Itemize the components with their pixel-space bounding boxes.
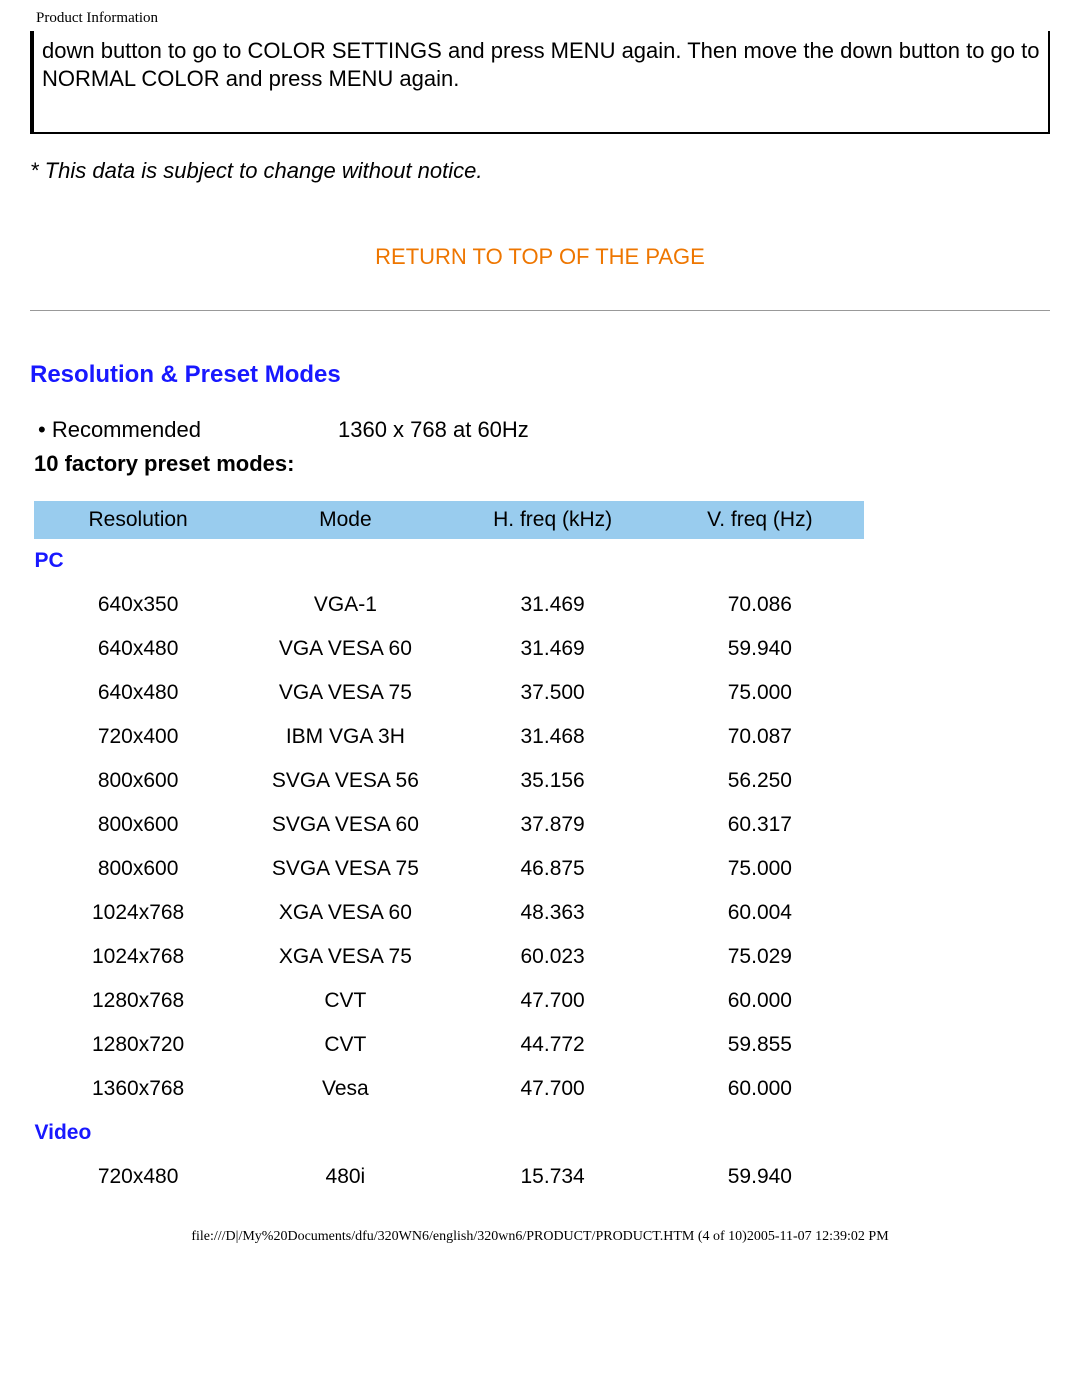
section-title: Resolution & Preset Modes [30,361,1050,389]
table-cell: SVGA VESA 56 [242,759,449,803]
table-cell: 640x480 [35,627,242,671]
table-row: 1360x768Vesa47.70060.000 [35,1067,864,1111]
table-category-label: PC [35,539,864,584]
table-header: Resolution Mode H. freq (kHz) V. freq (H… [35,502,864,539]
table-cell: 59.855 [656,1023,863,1067]
table-cell: 59.940 [656,1155,863,1199]
table-cell: IBM VGA 3H [242,715,449,759]
table-cell: 47.700 [449,979,656,1023]
col-vfreq: V. freq (Hz) [656,502,863,539]
table-row: 1024x768XGA VESA 6048.36360.004 [35,891,864,935]
preset-modes-table: Resolution Mode H. freq (kHz) V. freq (H… [34,501,864,1199]
page-header-label: Product Information [36,10,1050,27]
table-cell: 60.004 [656,891,863,935]
table-cell: 37.500 [449,671,656,715]
table-cell: 75.000 [656,847,863,891]
table-row: 1024x768XGA VESA 7560.02375.029 [35,935,864,979]
table-cell: 75.029 [656,935,863,979]
table-row: 800x600SVGA VESA 6037.87960.317 [35,803,864,847]
preset-modes-label: 10 factory preset modes: [30,451,1050,477]
divider [30,310,1050,311]
table-cell: VGA VESA 75 [242,671,449,715]
table-cell: 60.023 [449,935,656,979]
table-cell: CVT [242,979,449,1023]
table-cell: SVGA VESA 75 [242,847,449,891]
table-row: 640x480VGA VESA 7537.50075.000 [35,671,864,715]
col-mode: Mode [242,502,449,539]
instruction-box: down button to go to COLOR SETTINGS and … [30,31,1050,134]
table-cell: 75.000 [656,671,863,715]
table-row: 640x350VGA-131.46970.086 [35,583,864,627]
table-row: 1280x768CVT47.70060.000 [35,979,864,1023]
table-cell: 800x600 [35,847,242,891]
table-cell: Vesa [242,1067,449,1111]
table-cell: 720x400 [35,715,242,759]
table-body: PC640x350VGA-131.46970.086640x480VGA VES… [35,539,864,1200]
table-cell: 640x350 [35,583,242,627]
table-cell: 37.879 [449,803,656,847]
table-cell: VGA VESA 60 [242,627,449,671]
table-cell: SVGA VESA 60 [242,803,449,847]
table-cell: 1280x768 [35,979,242,1023]
table-row: 720x400IBM VGA 3H31.46870.087 [35,715,864,759]
table-cell: 800x600 [35,759,242,803]
table-cell: 480i [242,1155,449,1199]
footer-path: file:///D|/My%20Documents/dfu/320WN6/eng… [0,1229,1080,1253]
table-category-label: Video [35,1111,864,1155]
table-row: 800x600SVGA VESA 7546.87575.000 [35,847,864,891]
table-cell: 640x480 [35,671,242,715]
col-hfreq: H. freq (kHz) [449,502,656,539]
table-cell: 70.087 [656,715,863,759]
table-cell: 800x600 [35,803,242,847]
table-row: 640x480VGA VESA 6031.46959.940 [35,627,864,671]
table-cell: 47.700 [449,1067,656,1111]
table-cell: 60.317 [656,803,863,847]
table-cell: 15.734 [449,1155,656,1199]
return-to-top-label[interactable]: RETURN TO TOP OF THE PAGE [375,244,705,269]
table-cell: 1280x720 [35,1023,242,1067]
table-cell: VGA-1 [242,583,449,627]
table-cell: CVT [242,1023,449,1067]
table-cell: 59.940 [656,627,863,671]
table-cell: 56.250 [656,759,863,803]
table-category-row: Video [35,1111,864,1155]
table-cell: 44.772 [449,1023,656,1067]
table-cell: 720x480 [35,1155,242,1199]
table-row: 1280x720CVT44.77259.855 [35,1023,864,1067]
table-cell: 48.363 [449,891,656,935]
table-category-row: PC [35,539,864,584]
table-cell: 60.000 [656,1067,863,1111]
recommended-value: 1360 x 768 at 60Hz [338,417,529,443]
instruction-text: down button to go to COLOR SETTINGS and … [42,38,1039,91]
disclaimer-text: * This data is subject to change without… [30,158,1050,184]
table-cell: 70.086 [656,583,863,627]
table-cell: 1024x768 [35,935,242,979]
return-to-top-link[interactable]: RETURN TO TOP OF THE PAGE [30,244,1050,270]
table-cell: 60.000 [656,979,863,1023]
page: Product Information down button to go to… [0,0,1080,1199]
table-cell: 31.469 [449,583,656,627]
table-cell: 35.156 [449,759,656,803]
table-cell: XGA VESA 60 [242,891,449,935]
table-cell: 1024x768 [35,891,242,935]
table-cell: 31.469 [449,627,656,671]
table-cell: XGA VESA 75 [242,935,449,979]
table-cell: 1360x768 [35,1067,242,1111]
recommended-row: • Recommended 1360 x 768 at 60Hz [30,417,1050,443]
col-resolution: Resolution [35,502,242,539]
table-row: 720x480480i15.73459.940 [35,1155,864,1199]
table-cell: 31.468 [449,715,656,759]
table-row: 800x600SVGA VESA 5635.15656.250 [35,759,864,803]
table-cell: 46.875 [449,847,656,891]
recommended-label: • Recommended [30,417,338,443]
